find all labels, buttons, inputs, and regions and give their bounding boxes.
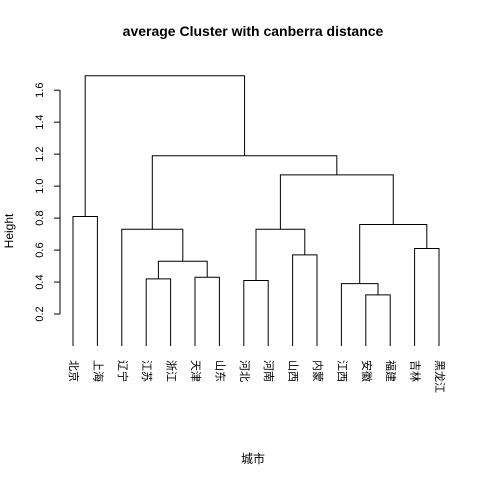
y-axis: 0.2 0.4 0.6 0.8 1.0 1.2 1.4 1.6 xyxy=(34,83,61,322)
leaf-label: 河北 xyxy=(238,360,251,382)
leaf-label: 内蒙 xyxy=(311,360,325,382)
leaf-label: 江西 xyxy=(335,360,348,382)
x-axis-label: 城市 xyxy=(241,451,265,466)
leaf-label: 辽宁 xyxy=(116,360,130,382)
dendrogram-merge-m2 xyxy=(145,278,172,346)
dendrogram-merge-m4 xyxy=(157,260,208,279)
dendrogram-tree xyxy=(72,75,440,346)
leaf-label: 天津 xyxy=(189,360,202,382)
y-tick-label: 0.6 xyxy=(34,242,46,257)
dendrogram-merge-m10 xyxy=(340,283,379,346)
dendrogram-merge-m14 xyxy=(151,155,338,230)
leaf-label: 上海 xyxy=(91,360,105,382)
y-tick-label: 1.6 xyxy=(34,83,46,98)
dendrogram-merge-m11 xyxy=(414,247,440,346)
dendrogram-merge-m1 xyxy=(72,215,98,346)
leaf-label: 山东 xyxy=(213,360,226,382)
dendrogram-merge-m15 xyxy=(84,75,246,217)
dendrogram-merge-m9 xyxy=(365,294,391,346)
leaf-label: 山西 xyxy=(287,360,300,382)
leaf-label: 河南 xyxy=(262,360,275,382)
y-tick-label: 0.2 xyxy=(34,306,46,321)
y-axis-label: Height xyxy=(2,213,16,248)
dendrogram-merge-m7 xyxy=(292,254,318,346)
y-tick-label: 1.0 xyxy=(34,178,46,193)
leaf-label: 浙江 xyxy=(165,360,178,382)
dendrogram-merge-m6 xyxy=(243,279,269,346)
y-tick-label: 1.4 xyxy=(34,115,46,130)
dendrogram-merge-m12 xyxy=(359,223,428,284)
leaf-label: 福建 xyxy=(384,360,398,382)
y-tick-label: 0.8 xyxy=(34,210,46,225)
leaf-label: 吉林 xyxy=(409,360,423,382)
chart-title: average Cluster with canberra distance xyxy=(123,23,384,39)
dendrogram-merge-m3 xyxy=(194,276,220,346)
leaf-label: 黑龙江 xyxy=(433,360,446,393)
leaf-labels: 北京 上海 辽宁 江苏 浙江 天津 山东 河北 河南 山西 内蒙 江西 安徽 福建 吉林 黑龙江 xyxy=(67,360,446,393)
leaf-label: 北京 xyxy=(67,360,81,382)
y-tick-label: 1.2 xyxy=(34,146,46,161)
dendrogram-merge-m8 xyxy=(255,228,306,281)
dendrogram-merge-m13 xyxy=(279,174,394,230)
leaf-label: 安徽 xyxy=(360,360,374,382)
y-tick-label: 0.4 xyxy=(34,274,46,289)
leaf-label: 江苏 xyxy=(140,360,153,382)
dendrogram-merge-m5 xyxy=(121,228,184,346)
